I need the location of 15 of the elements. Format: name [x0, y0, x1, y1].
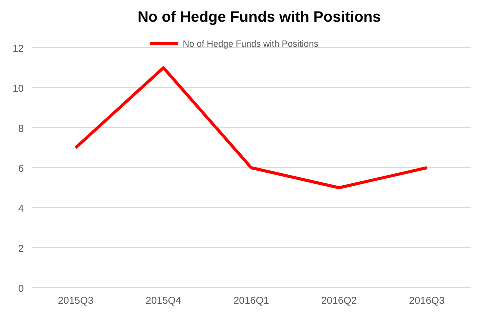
line-series: [74, 66, 429, 190]
y-tick-label: 8: [18, 124, 24, 135]
x-tick-label: 2015Q3: [58, 296, 94, 307]
y-tick-label: 2: [18, 244, 24, 255]
x-tick-label: 2016Q2: [322, 296, 358, 307]
x-tick-label: 2016Q3: [409, 296, 446, 307]
y-tick-label: 12: [12, 44, 24, 55]
y-tick-label: 4: [18, 204, 24, 215]
y-tick-label: 6: [18, 164, 24, 175]
y-tick-label: 10: [12, 84, 24, 95]
x-tick-label: 2016Q1: [234, 296, 270, 307]
chart-title: No of Hedge Funds with Positions: [138, 9, 382, 26]
y-tick-label: 0: [18, 284, 24, 295]
x-tick-label: 2015Q4: [146, 296, 182, 307]
legend-label: No of Hedge Funds with Positions: [183, 39, 320, 49]
